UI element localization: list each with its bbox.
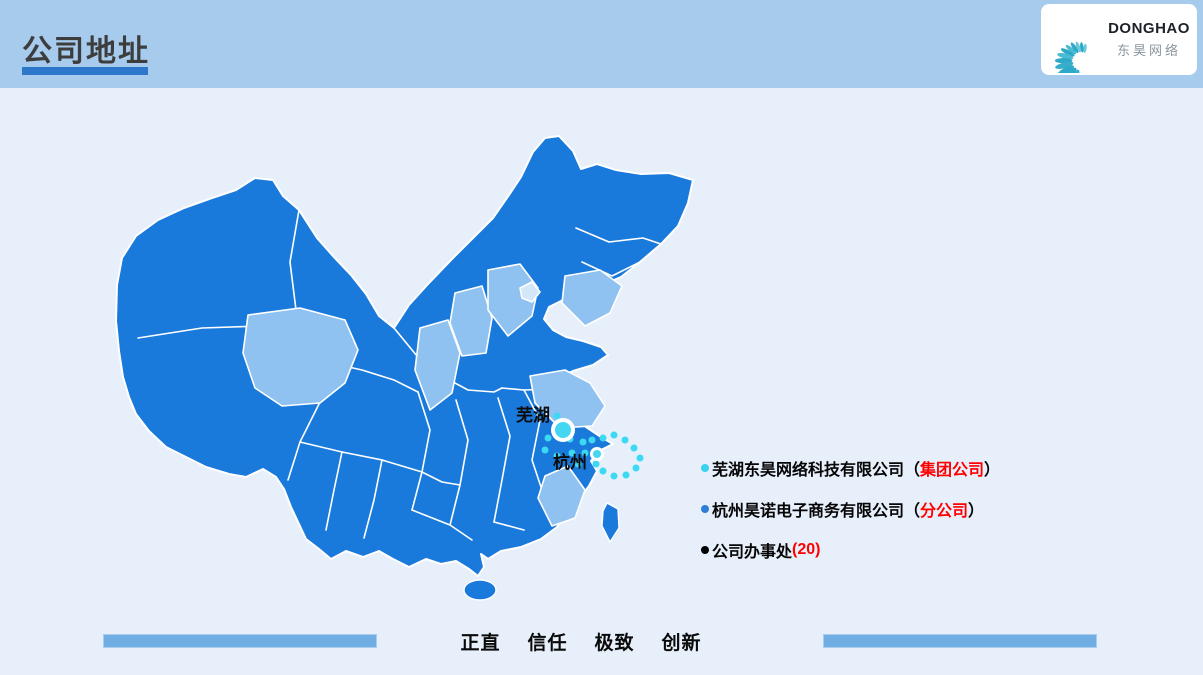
slogan-word: 正直 [460, 633, 501, 654]
footer-bar-left [103, 634, 377, 648]
header-bar: 公司地址 DONGH [0, 0, 1203, 88]
office-dot [553, 452, 561, 460]
footer-bar-right [823, 634, 1097, 648]
office-dot [636, 454, 644, 462]
legend-bullet-cyan [701, 464, 709, 472]
office-dot [553, 412, 561, 420]
title-underline [22, 67, 148, 75]
office-dot [621, 436, 629, 444]
legend-item-group-company: 芜湖东昊网络科技有限公司 （ 集团公司 ） [701, 456, 1000, 480]
logo-subtitle: 东昊网络 [1116, 43, 1181, 58]
province-hebei [487, 263, 539, 337]
hangzhou-marker [590, 447, 604, 461]
legend-name: 芜湖东昊网络科技有限公司 [712, 462, 905, 479]
china-map: 芜湖 杭州 [115, 135, 694, 601]
legend-paren-open: （ [904, 503, 921, 520]
office-dot [588, 436, 596, 444]
province-beijing [519, 281, 541, 303]
legend-highlight: 分公司 [920, 503, 969, 520]
office-dot [622, 471, 630, 479]
company-logo: DONGHAO 东昊网络 [1041, 4, 1197, 75]
office-dot [568, 449, 576, 457]
wuhu-label: 芜湖 [516, 405, 550, 425]
office-dot [599, 467, 607, 475]
office-dot [544, 434, 552, 442]
office-dot [592, 460, 600, 468]
legend-name: 杭州昊诺电子商务有限公司 [712, 503, 905, 520]
legend-bullet-blue [701, 505, 709, 513]
legend-paren-open: （ [904, 462, 921, 479]
office-dot [610, 431, 618, 439]
office-dot [541, 446, 549, 454]
legend-highlight: (20) [792, 541, 821, 558]
office-dot [630, 444, 638, 452]
office-dot [574, 460, 582, 468]
logo-name: DONGHAO [1108, 20, 1190, 37]
legend: 芜湖东昊网络科技有限公司 （ 集团公司 ） 杭州昊诺电子商务有限公司 （ 分公司… [701, 456, 1000, 579]
province-jiangsu [529, 369, 606, 429]
slogan-word: 极致 [594, 633, 635, 654]
legend-bullet-black [701, 546, 709, 554]
legend-name: 公司办事处 [712, 544, 793, 561]
map-mainland [115, 135, 694, 577]
province-liaoning [561, 269, 623, 327]
wuhu-marker [551, 418, 575, 442]
company-slogan: 正直 信任 极致 创新 [381, 628, 781, 655]
slogan-word: 创新 [661, 633, 702, 654]
legend-item-offices: 公司办事处 (20) [701, 538, 1000, 562]
slogan-word: 信任 [527, 633, 568, 654]
island-hainan [463, 579, 497, 601]
province-shaanxi [414, 319, 461, 411]
page-title: 公司地址 [22, 35, 150, 68]
province-fujian [537, 465, 586, 527]
province-qinghai [242, 307, 359, 407]
office-dot [579, 438, 587, 446]
legend-highlight: 集团公司 [920, 462, 985, 479]
office-dot [599, 434, 607, 442]
legend-item-branch-company: 杭州昊诺电子商务有限公司 （ 分公司 ） [701, 497, 1000, 521]
light-provinces [242, 263, 623, 527]
province-shanxi [449, 285, 493, 357]
logo-text: DONGHAO 东昊网络 [1103, 20, 1195, 59]
hangzhou-label: 杭州 [553, 452, 587, 472]
office-dot [610, 472, 618, 480]
legend-paren-close: ） [968, 503, 985, 520]
legend-paren-close: ） [984, 462, 1001, 479]
office-dot [581, 449, 589, 457]
fan-leaf-icon [1054, 41, 1087, 73]
office-dot [632, 464, 640, 472]
office-dots [541, 412, 644, 480]
island-taiwan [601, 502, 620, 544]
